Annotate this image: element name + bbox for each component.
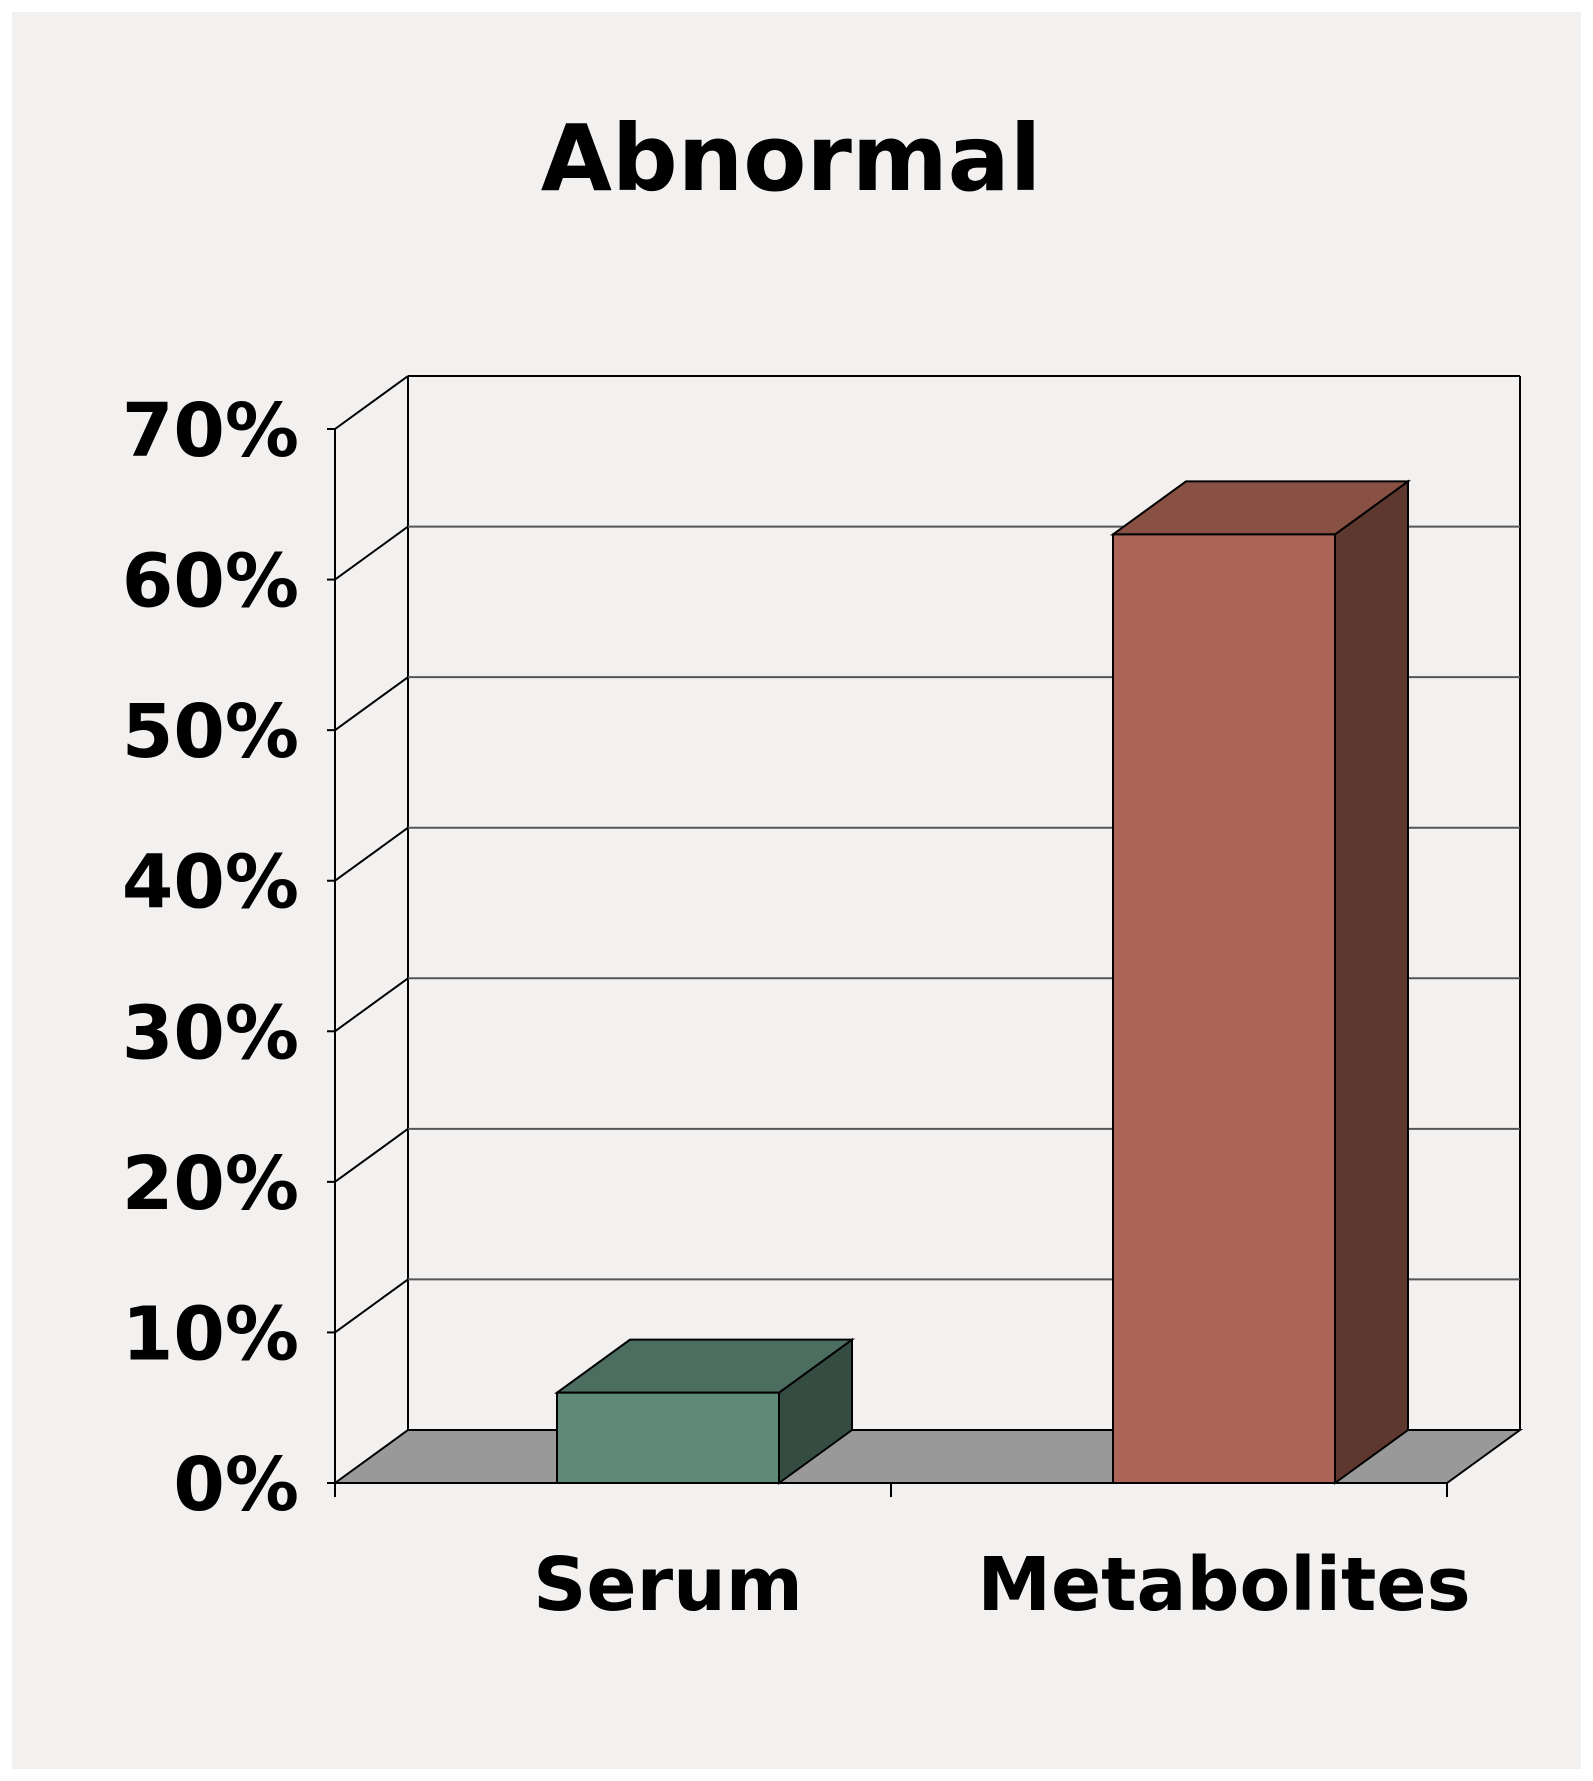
gridline-side [334,1128,409,1183]
gridline-side [334,826,409,882]
gridline-side [334,977,409,1033]
y-tick-label: 0% [173,1442,299,1528]
y-tick-label: 60% [122,539,299,625]
bar-metabolites [1112,533,1336,1484]
y-axis-ticks: 0% 10% 20% 30% 40% 50% 60% 70% [122,388,335,1528]
y-tick-label: 30% [122,990,299,1076]
gridline-side [334,525,409,581]
bars [553,479,1412,1485]
y-tick-label: 20% [122,1141,299,1227]
y-tick-label: 50% [122,689,299,775]
bar-side-metabolites [1334,479,1409,1485]
gridline-side [334,375,409,430]
x-label-serum: Serum [533,1542,803,1628]
x-axis-labels: Serum Metabolites [334,1483,1471,1628]
y-tick-label: 40% [122,840,299,926]
bar-serum [556,1391,780,1484]
x-label-metabolites: Metabolites [977,1542,1470,1628]
gridline-side [334,1278,409,1334]
chart-title: Abnormal [541,105,1042,212]
y-tick-label: 10% [122,1291,299,1377]
y-tick-label: 70% [122,388,299,474]
gridline-side [334,676,409,731]
